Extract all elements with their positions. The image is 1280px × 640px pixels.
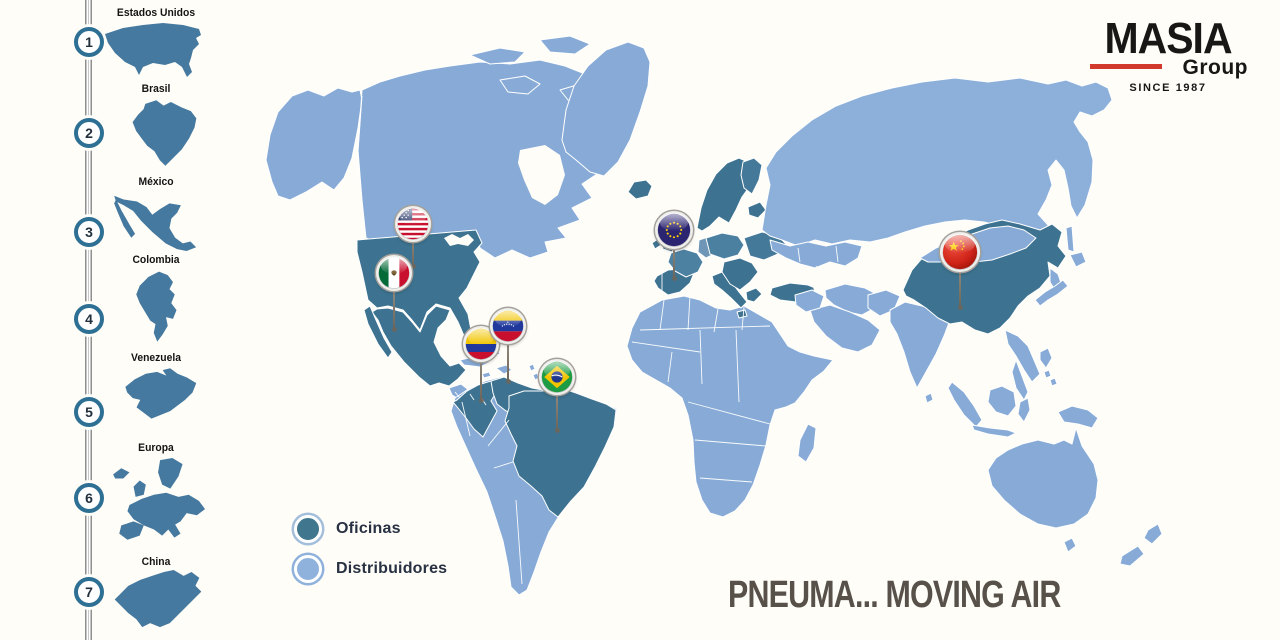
timeline-number-5: 5 — [74, 397, 104, 427]
country-russia — [761, 77, 1113, 263]
country-balkans — [721, 257, 759, 291]
arctic-islands — [469, 35, 605, 131]
timeline-number-7: 7 — [74, 577, 104, 607]
distributor-marker-icon — [294, 555, 322, 583]
sri-lanka — [924, 392, 934, 404]
usa-silhouette-icon — [105, 23, 201, 77]
pin-stick — [391, 273, 397, 332]
timeline-number-4: 4 — [74, 304, 104, 334]
country-iran — [824, 283, 881, 316]
country-greenland — [561, 41, 651, 177]
sidebar-label-venezuela: Venezuela — [130, 352, 181, 364]
legend-distributor-label: Distribuidores — [336, 560, 448, 577]
logo-red-line — [1090, 64, 1162, 69]
country-alaska — [265, 87, 363, 201]
china-silhouette-icon — [114, 569, 202, 628]
legend-office-label: Oficinas — [336, 520, 401, 537]
timeline-number-6: 6 — [74, 483, 104, 513]
map-legend: Oficinas Distribuidores — [294, 515, 447, 595]
brazil-flag-icon — [539, 359, 575, 395]
pin-stick — [478, 344, 484, 403]
country-iceland — [627, 179, 653, 200]
logo-group-text: Group — [1182, 56, 1248, 79]
pin-stick — [957, 252, 963, 310]
new-zealand — [1119, 523, 1163, 567]
logo-line-row: Group — [1088, 56, 1248, 79]
pneuma-tagline: PNEUMA... MOVING AIR — [728, 574, 1061, 616]
central-asia — [769, 239, 863, 269]
borneo — [987, 385, 1017, 417]
sidebar-label-mexico: México — [138, 176, 174, 188]
venezuela-flag-icon — [490, 308, 526, 344]
sulawesi — [1017, 397, 1031, 423]
office-marker-icon — [294, 515, 322, 543]
tasmania — [1063, 537, 1077, 553]
pin-stick — [410, 224, 416, 269]
pin-stick — [505, 326, 511, 384]
country-poland — [705, 232, 745, 260]
usa-flag-icon — [395, 206, 431, 242]
brazil-silhouette-icon — [132, 100, 197, 166]
mexico-silhouette-icon — [114, 195, 197, 252]
country-baltics — [747, 201, 767, 219]
logo-brand-text: MASIA — [1104, 13, 1232, 63]
european-union-flag-icon — [655, 211, 693, 249]
sidebar-label-brasil: Brasil — [141, 83, 171, 95]
sidebar-label-colombia: Colombia — [132, 254, 180, 266]
new-guinea — [1057, 405, 1099, 429]
legend-row-distributors: Distribuidores — [294, 555, 447, 583]
logo-since-text: SINCE 1987 — [1129, 82, 1207, 94]
pin-stick — [671, 230, 677, 281]
timeline-number-1: 1 — [74, 27, 104, 57]
country-mexico — [371, 305, 467, 387]
sidebar-label-china: China — [141, 556, 171, 568]
china-flag-icon — [940, 232, 980, 272]
sicily — [736, 309, 748, 319]
country-brazil — [504, 386, 617, 518]
mexico-flag-icon — [376, 255, 412, 291]
country-africa — [626, 295, 834, 518]
venezuela-silhouette-icon — [125, 368, 197, 419]
sumatra — [947, 381, 983, 428]
baja-california — [363, 305, 393, 359]
country-saudi — [809, 304, 881, 353]
pin-stick — [554, 377, 560, 433]
masia-group-logo: MASIA Group SINCE 1987 — [1088, 13, 1248, 94]
indochina — [1004, 329, 1041, 383]
sidebar-label-europa: Europa — [138, 442, 174, 454]
legend-row-offices: Oficinas — [294, 515, 447, 543]
sidebar-label-estados-unidos: Estados Unidos — [116, 7, 196, 19]
timeline-number-3: 3 — [74, 217, 104, 247]
country-france — [667, 248, 704, 278]
philippines — [1039, 347, 1058, 387]
madagascar — [797, 423, 817, 463]
europe-silhouette-icon — [113, 458, 206, 540]
country-greece — [745, 287, 763, 303]
country-finland — [740, 157, 763, 195]
country-australia — [987, 427, 1099, 529]
country-japan — [1034, 225, 1087, 307]
timeline-number-2: 2 — [74, 118, 104, 148]
colombia-silhouette-icon — [136, 271, 177, 342]
java — [971, 424, 1017, 438]
country-iraq-syria — [794, 289, 825, 313]
